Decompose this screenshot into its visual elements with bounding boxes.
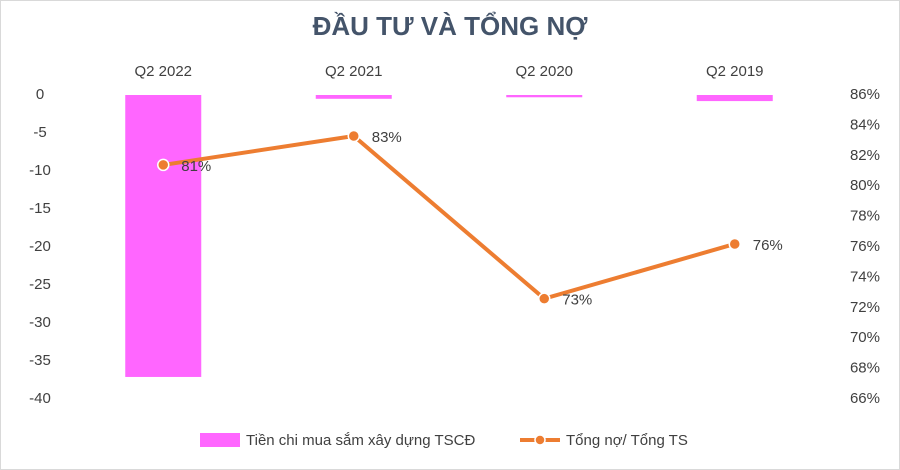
- y-tick-label: -20: [29, 238, 51, 255]
- marker: [157, 158, 170, 172]
- legend-label: Tiền chi mua sắm xây dựng TSCĐ: [246, 432, 475, 449]
- y2-tick-label: 80%: [850, 177, 880, 194]
- bar: [696, 95, 773, 102]
- y-tick-label: -30: [29, 314, 51, 331]
- y-tick-label: -40: [29, 390, 51, 407]
- marker: [347, 129, 360, 143]
- bar: [506, 95, 583, 98]
- legend-swatch: [200, 433, 240, 447]
- y-tick-label: -10: [29, 162, 51, 179]
- y2-tick-label: 66%: [850, 390, 880, 407]
- y2-tick-label: 72%: [850, 299, 880, 316]
- marker: [728, 237, 741, 251]
- bar: [125, 95, 202, 377]
- x-tick-label: Q2 2022: [134, 63, 192, 80]
- y2-tick-label: 76%: [850, 238, 880, 255]
- y-tick-label: 0: [36, 86, 44, 103]
- chart-title: ĐẦU TƯ VÀ TỔNG NỢ: [313, 11, 589, 41]
- legend-swatch: [534, 434, 546, 446]
- x-tick-label: Q2 2019: [706, 63, 764, 80]
- x-tick-label: Q2 2021: [325, 63, 383, 80]
- y2-tick-label: 84%: [850, 116, 880, 133]
- y-tick-label: -5: [33, 124, 46, 141]
- y-tick-label: -25: [29, 276, 51, 293]
- y2-tick-label: 68%: [850, 360, 880, 377]
- data-label: 76%: [753, 237, 783, 254]
- y-tick-label: -35: [29, 352, 51, 369]
- data-label: 81%: [181, 158, 211, 175]
- y2-tick-label: 70%: [850, 329, 880, 346]
- y2-tick-label: 78%: [850, 208, 880, 225]
- y-tick-label: -15: [29, 200, 51, 217]
- x-tick-label: Q2 2020: [515, 63, 573, 80]
- line: [161, 133, 737, 301]
- bar: [315, 95, 392, 99]
- legend-label: Tổng nợ/ Tổng TS: [566, 432, 688, 449]
- marker: [538, 292, 551, 305]
- y2-tick-label: 82%: [850, 147, 880, 164]
- data-label: 83%: [372, 129, 402, 146]
- y2-tick-label: 74%: [850, 268, 880, 285]
- y2-tick-label: 86%: [850, 86, 880, 103]
- data-label: 73%: [562, 292, 592, 309]
